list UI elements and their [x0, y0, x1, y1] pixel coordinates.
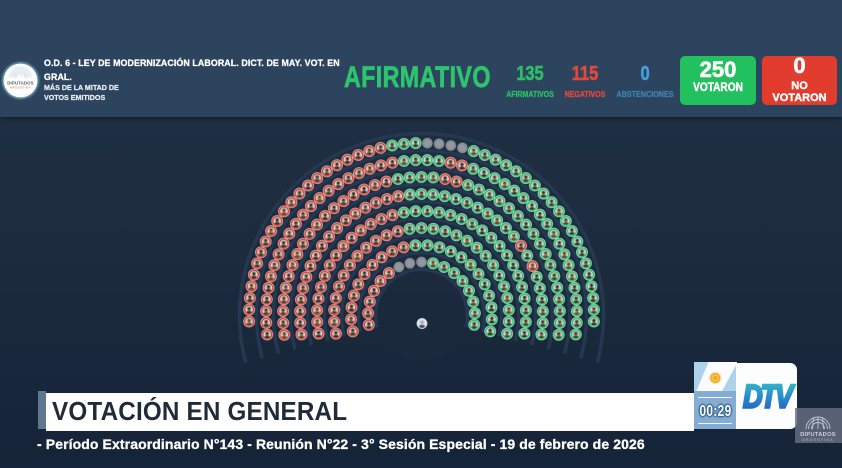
svg-text:ARGENTINA: ARGENTINA	[802, 438, 833, 442]
svg-text:ARGENTINA: ARGENTINA	[10, 86, 31, 90]
svg-text:DTV: DTV	[743, 381, 795, 413]
svg-text:DIPUTADOS: DIPUTADOS	[7, 81, 33, 86]
svg-text:DIPUTADOS: DIPUTADOS	[800, 432, 836, 438]
